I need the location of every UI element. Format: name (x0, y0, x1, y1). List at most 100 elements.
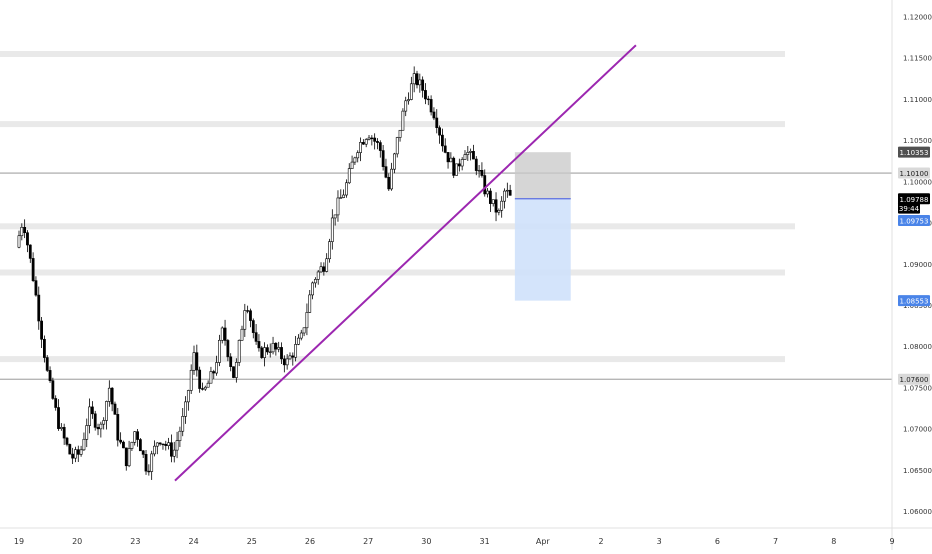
candle-up (268, 351, 272, 353)
candle-up (85, 425, 89, 440)
candle-up (237, 340, 241, 363)
candle-up (503, 190, 506, 202)
candle-up (350, 161, 354, 169)
candle-down (254, 332, 258, 342)
candle-up (130, 441, 134, 449)
price-tag (898, 202, 920, 214)
candle-up (390, 168, 393, 190)
candle-up (330, 217, 334, 242)
candle-down (23, 227, 27, 234)
candle-down (40, 320, 43, 340)
candle-up (401, 110, 405, 131)
candle-up (234, 362, 238, 378)
price-tag-label: 39:44 (899, 205, 920, 213)
candle-down (446, 152, 450, 163)
price-tag-label: 1.10353 (900, 149, 929, 157)
price-tag-label: 1.09753 (900, 217, 929, 225)
candle-down (45, 357, 49, 371)
candle-up (105, 401, 108, 421)
time-tick-label: 25 (247, 537, 257, 546)
price-tick-label: 1.06000 (903, 508, 932, 516)
price-tick-label: 1.11500 (903, 55, 932, 63)
candle-up (17, 235, 21, 248)
candle-up (342, 194, 346, 198)
candles-layer (17, 66, 512, 480)
candle-up (153, 445, 156, 455)
candle-up (294, 344, 298, 358)
take-profit-zone[interactable] (514, 198, 571, 301)
candle-up (466, 152, 470, 155)
candle-down (147, 470, 151, 473)
time-tick-label: 24 (189, 537, 199, 546)
candle-up (150, 453, 154, 472)
candle-down (138, 439, 142, 452)
candle-up (463, 154, 467, 160)
candle-up (497, 210, 501, 213)
candle-up (285, 358, 289, 366)
candle-up (313, 279, 317, 284)
time-tick-label: 19 (14, 537, 24, 546)
candle-up (175, 440, 179, 451)
candle-down (361, 142, 365, 145)
candle-down (144, 454, 148, 472)
price-tick-label: 1.09000 (903, 261, 932, 269)
candle-down (483, 175, 487, 195)
candle-down (426, 98, 430, 101)
candle-down (113, 403, 117, 415)
candle-up (500, 200, 504, 211)
candle-down (226, 340, 230, 358)
candle-up (215, 362, 218, 374)
candle-down (232, 366, 235, 378)
candle-down (429, 99, 433, 113)
candle-up (505, 189, 509, 192)
candle-up (353, 157, 357, 163)
position-tool[interactable] (514, 152, 571, 301)
candle-up (455, 163, 458, 176)
stop-loss-zone[interactable] (514, 152, 571, 199)
candle-down (141, 450, 145, 455)
candle-down (26, 232, 29, 246)
candle-down (65, 437, 69, 445)
candle-up (189, 369, 193, 391)
candle-up (79, 449, 83, 455)
candle-up (486, 190, 489, 195)
candle-up (181, 416, 185, 432)
price-tag (898, 295, 930, 307)
candle-up (107, 387, 111, 402)
candle-up (328, 241, 331, 260)
candle-down (457, 163, 461, 167)
time-tick-label: 27 (363, 537, 373, 546)
trendline-layer[interactable] (174, 44, 637, 482)
price-tag (898, 167, 930, 179)
candle-up (271, 342, 275, 353)
candle-down (57, 407, 60, 429)
candle-down (249, 310, 252, 321)
candle-down (229, 356, 233, 367)
candle-up (404, 100, 408, 112)
candle-down (421, 79, 425, 91)
time-tick-label: 9 (889, 537, 894, 546)
candle-up (469, 151, 473, 153)
price-tag (898, 373, 930, 385)
candle-up (409, 83, 413, 100)
candle-up (339, 197, 343, 199)
candle-down (119, 439, 123, 443)
candle-down (48, 370, 52, 382)
time-tick-label: 3 (657, 537, 662, 546)
candle-up (412, 73, 416, 85)
candle-up (288, 355, 292, 360)
candle-down (51, 380, 55, 399)
candle-down (494, 199, 498, 213)
candle-up (302, 327, 306, 334)
candle-up (345, 182, 348, 196)
candle-down (257, 341, 261, 349)
price-tick-label: 1.12000 (903, 13, 932, 21)
candle-down (452, 157, 456, 176)
price-tick-label: 1.10500 (903, 137, 932, 145)
time-tick-label: 23 (130, 537, 140, 546)
trendline[interactable] (174, 44, 637, 482)
